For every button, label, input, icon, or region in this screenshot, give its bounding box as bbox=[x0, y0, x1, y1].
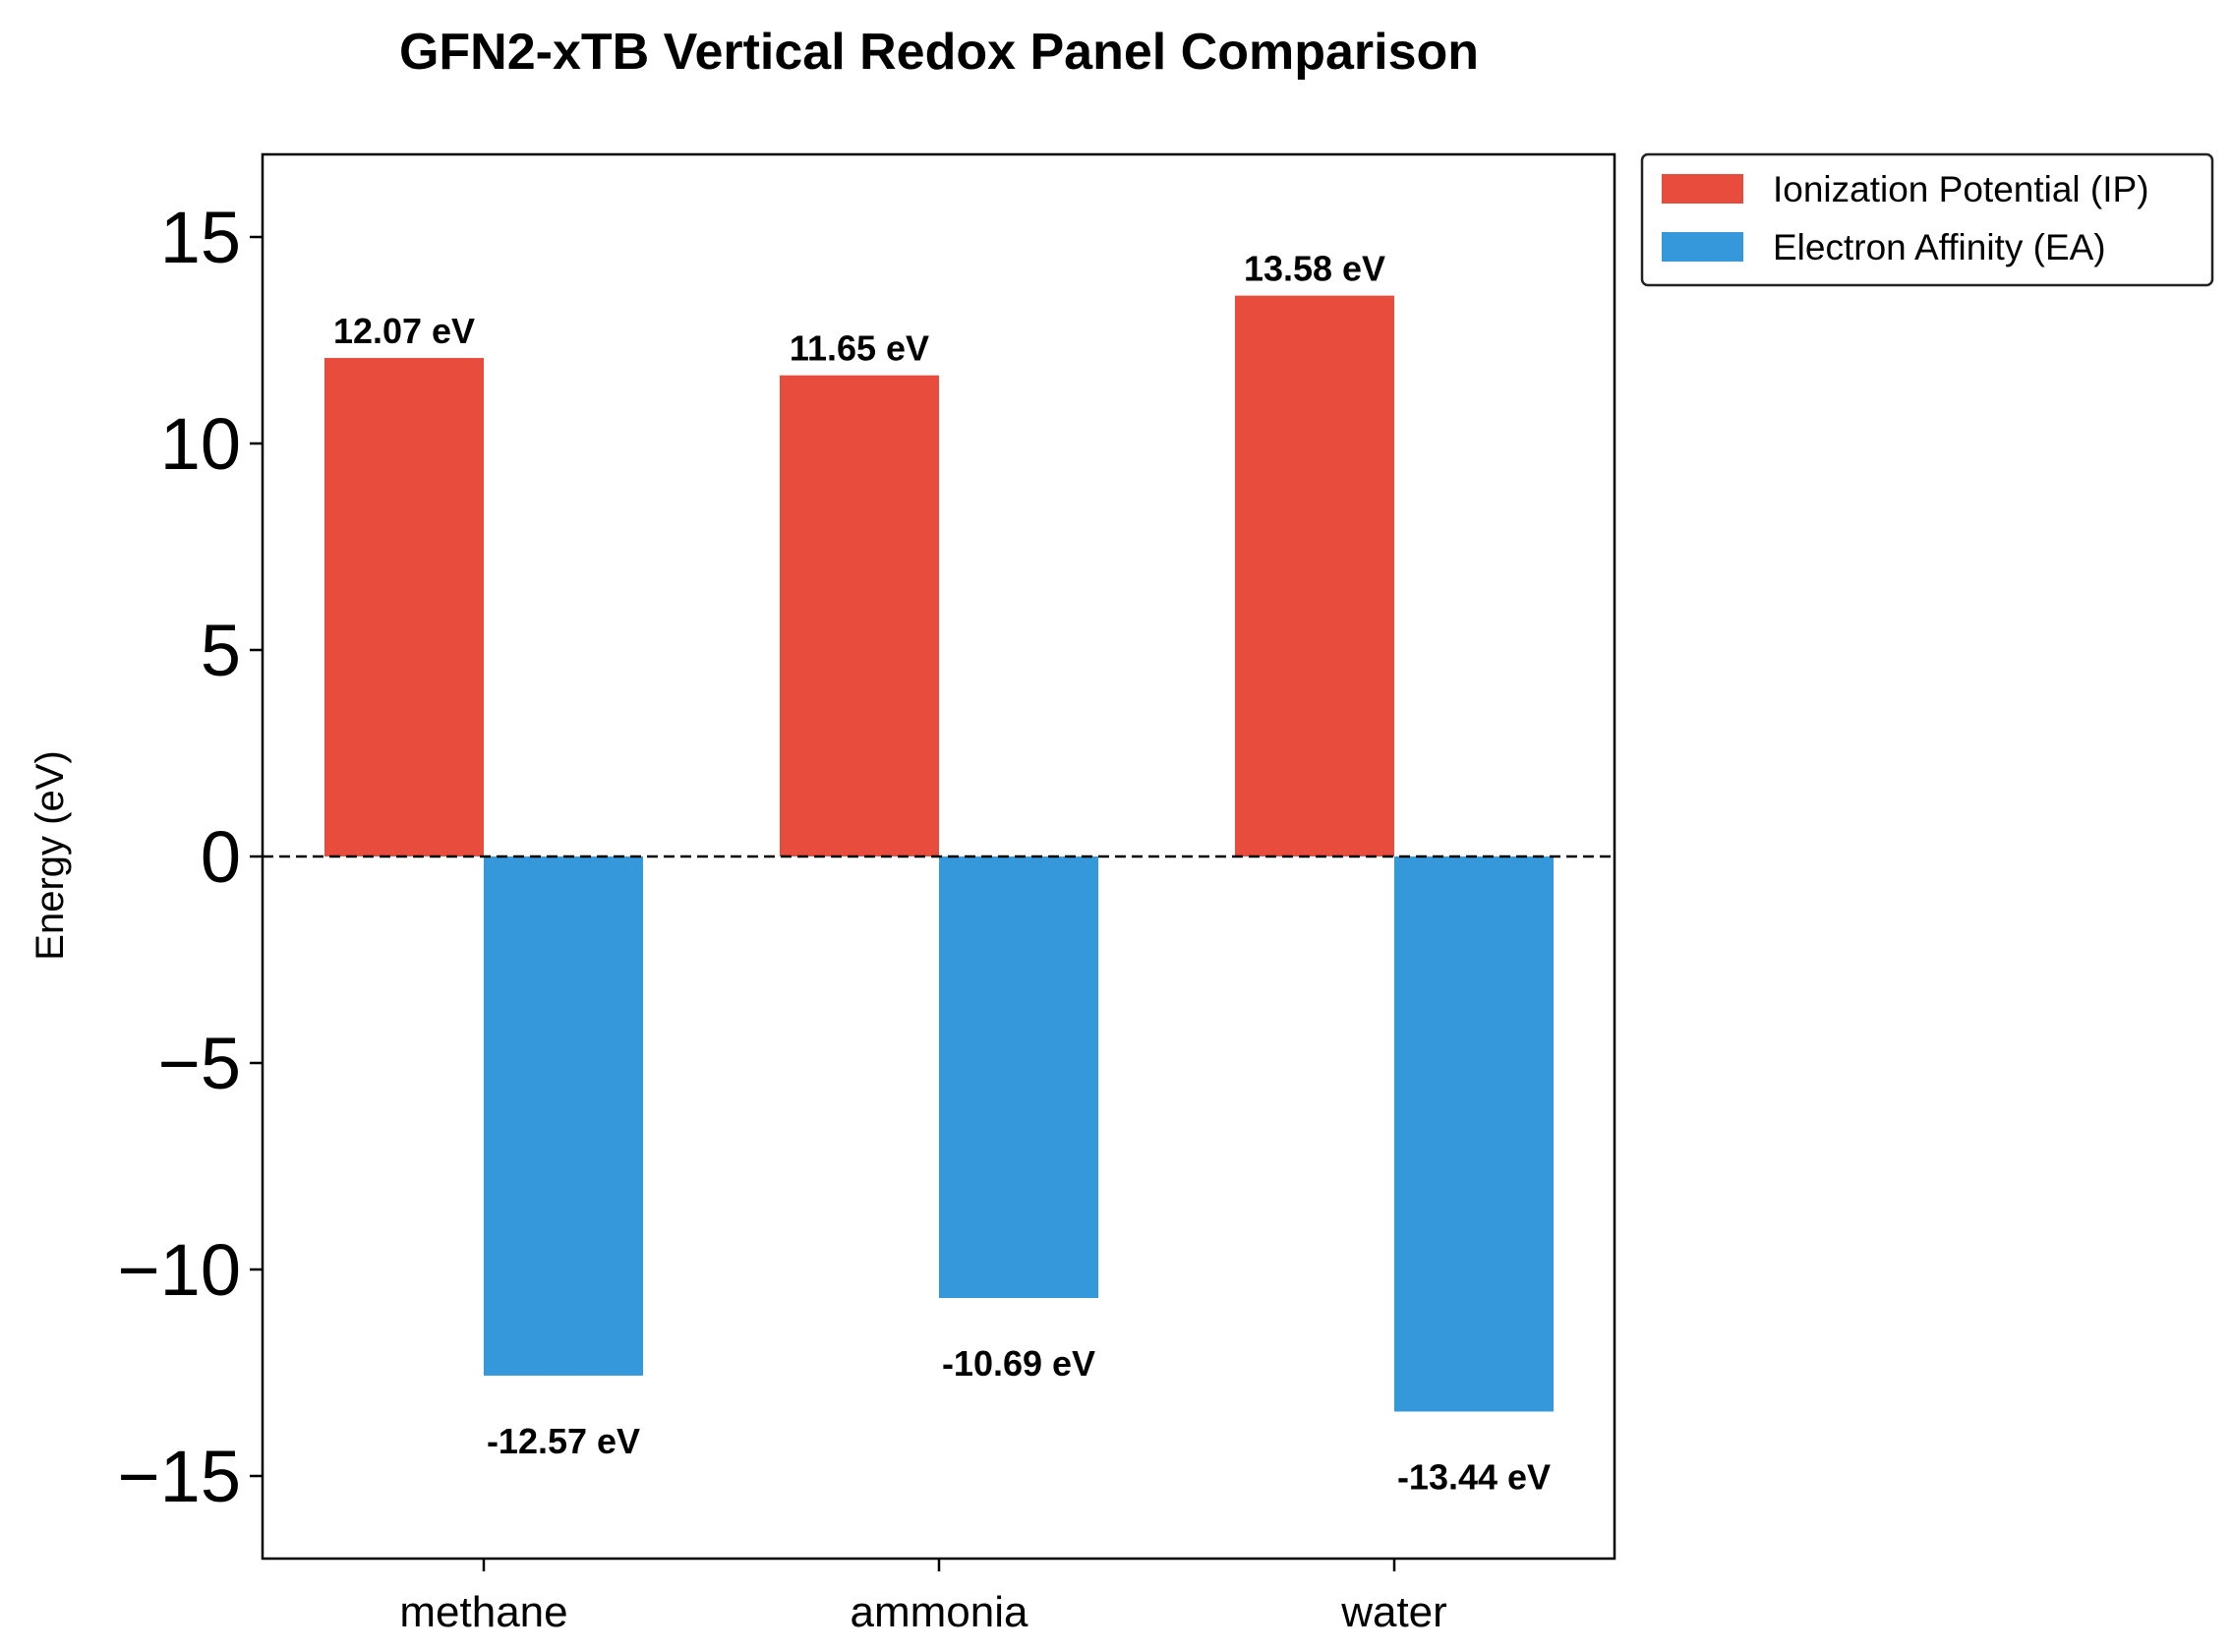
plot-frame bbox=[261, 152, 1616, 1561]
chart-title: GFN2-xTB Vertical Redox Panel Comparison bbox=[399, 24, 1479, 81]
plot-area: 15 10 5 0 −5 −10 −15 12.07 eV -12.57 eV methane 11… bbox=[117, 197, 1615, 1636]
x-tick-label-water: water bbox=[1340, 1588, 1447, 1636]
x-tick-label-ammonia: ammonia bbox=[851, 1588, 1028, 1636]
legend-label-ea: Electron Affinity (EA) bbox=[1773, 227, 2106, 267]
bar-methane-ip bbox=[324, 358, 484, 856]
y-tick-label: 10 bbox=[160, 403, 241, 485]
legend-label-ip: Ionization Potential (IP) bbox=[1773, 169, 2149, 209]
bar-water-ip bbox=[1235, 295, 1394, 856]
data-label-water-ea: -13.44 eV bbox=[1397, 1456, 1551, 1497]
legend-frame bbox=[1640, 152, 2214, 287]
legend: Ionization Potential (IP) Electron Affin… bbox=[1640, 152, 2214, 287]
y-axis-label: Energy (eV) bbox=[29, 750, 72, 960]
y-tick-label: −15 bbox=[117, 1436, 241, 1517]
y-tick-label: 0 bbox=[201, 816, 241, 898]
y-tick-label: 15 bbox=[160, 197, 241, 278]
bar-ammonia-ea bbox=[939, 856, 1098, 1298]
y-tick-label: 5 bbox=[201, 610, 241, 691]
bar-ammonia-ip bbox=[780, 375, 939, 856]
data-label-ammonia-ip: 11.65 eV bbox=[790, 328, 929, 369]
data-label-methane-ea: -12.57 eV bbox=[487, 1421, 640, 1461]
y-tick-label: −5 bbox=[158, 1023, 241, 1104]
data-label-water-ip: 13.58 eV bbox=[1244, 249, 1385, 289]
legend-swatch-ea bbox=[1662, 232, 1743, 262]
bar-water-ea bbox=[1394, 856, 1554, 1412]
legend-swatch-ip bbox=[1662, 174, 1743, 204]
data-label-methane-ip: 12.07 eV bbox=[333, 311, 475, 351]
bar-methane-ea bbox=[484, 856, 643, 1376]
data-label-ammonia-ea: -10.69 eV bbox=[942, 1343, 1095, 1384]
y-tick-label: −10 bbox=[117, 1229, 241, 1311]
x-tick-label-methane: methane bbox=[399, 1588, 567, 1636]
